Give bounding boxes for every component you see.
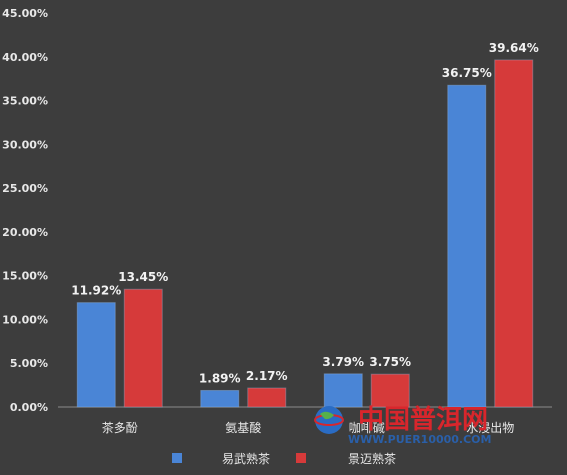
legend: 易武熟茶 景迈熟茶 [172, 451, 396, 466]
data-label: 36.75% [442, 66, 492, 80]
watermark: 中国普洱网 WWW.PUER10000.COM [314, 404, 491, 446]
y-tick-label: 15.00% [2, 270, 48, 283]
y-tick-label: 5.00% [10, 357, 48, 370]
bar [76, 302, 116, 408]
y-tick-label: 30.00% [2, 138, 48, 151]
legend-swatch-jingmai [296, 453, 306, 463]
y-tick-label: 0.00% [10, 401, 48, 414]
legend-label-jingmai: 景迈熟茶 [348, 451, 396, 466]
x-axis-categories: 茶多酚 氨基酸 咖啡碱 水浸出物 [102, 420, 515, 435]
category-label: 水浸出物 [466, 421, 514, 435]
bar [323, 373, 363, 408]
bar [200, 389, 240, 408]
data-label: 3.75% [369, 355, 411, 369]
category-label: 咖啡碱 [349, 420, 385, 435]
data-label: 3.79% [322, 355, 364, 369]
data-label: 13.45% [118, 270, 168, 284]
bar [447, 84, 487, 408]
y-tick-label: 35.00% [2, 95, 48, 108]
y-tick-label: 40.00% [2, 51, 48, 64]
y-axis-ticks: 0.00% 5.00% 10.00% 15.00% 20.00% 25.00% 30.00%… [2, 7, 48, 414]
bar-series [76, 59, 534, 408]
legend-swatch-yiwu [172, 453, 182, 463]
y-tick-label: 10.00% [2, 313, 48, 326]
data-label: 2.17% [246, 369, 288, 383]
y-tick-label: 45.00% [2, 7, 48, 20]
y-tick-label: 25.00% [2, 182, 48, 195]
data-label: 39.64% [489, 41, 539, 55]
watermark-url: WWW.PUER10000.COM [348, 433, 491, 446]
data-label: 11.92% [71, 284, 121, 298]
bar [370, 373, 410, 408]
bar [123, 288, 163, 408]
legend-item-yiwu: 易武熟茶 [172, 451, 270, 466]
data-labels: 11.92%13.45% 1.89% 2.17% 3.79% 3.75% 36.75% 39… [71, 41, 538, 386]
globe-logo-icon [314, 406, 344, 434]
category-label: 茶多酚 [102, 420, 138, 435]
legend-item-jingmai: 景迈熟茶 [296, 451, 396, 466]
category-label: 氨基酸 [225, 420, 261, 435]
bar [247, 387, 287, 408]
watermark-title: 中国普洱网 [358, 404, 488, 435]
y-tick-label: 20.00% [2, 226, 48, 239]
data-label: 1.89% [199, 371, 241, 385]
legend-label-yiwu: 易武熟茶 [222, 451, 270, 466]
bar [494, 59, 534, 408]
